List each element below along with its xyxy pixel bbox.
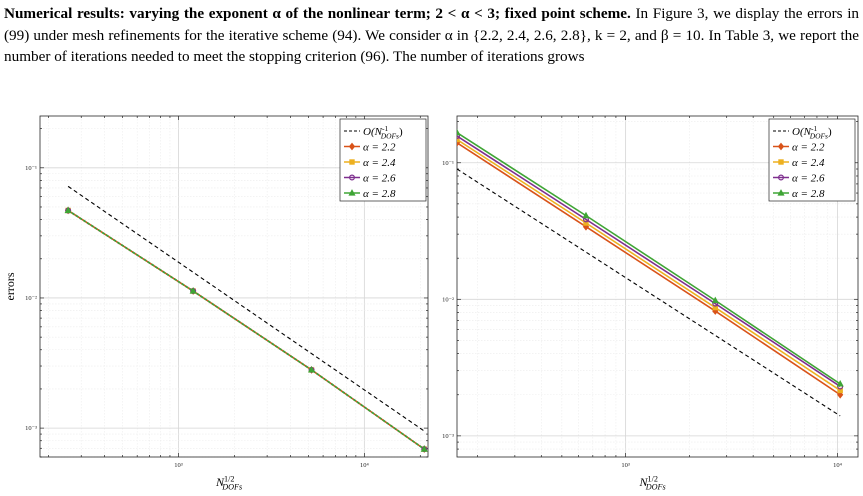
y-tick-label: 10⁻² — [442, 296, 454, 303]
legend-marker — [349, 159, 355, 165]
legend-label: α = 2.8 — [363, 188, 396, 200]
label-part: O(N — [792, 126, 812, 138]
label-part: 1/2 — [224, 474, 234, 483]
label-part: α = 2.6 — [363, 173, 396, 185]
legend-marker — [349, 174, 356, 181]
data-point — [457, 136, 460, 143]
legend-label: α = 2.2 — [792, 142, 825, 154]
series-line-alpha-3 — [457, 135, 841, 388]
legend: O(N-1 DOFs)α = 2.2α = 2.4α = 2.6α = 2.8 — [339, 118, 427, 202]
series-line-alpha-4 — [457, 132, 841, 385]
legend-marker — [777, 142, 785, 151]
data-point — [420, 445, 428, 452]
legend-marker — [778, 174, 785, 181]
legend-label: α = 2.4 — [363, 157, 396, 169]
label-part: 1/2 — [648, 474, 658, 483]
data-point — [457, 128, 461, 136]
series-line-alpha-2 — [457, 138, 841, 392]
series-line-reference — [457, 168, 841, 417]
y-tick-label: 10⁻³ — [25, 425, 37, 432]
label-part: N — [639, 475, 649, 489]
data-point — [64, 206, 72, 214]
label-part: DOFs — [380, 131, 399, 140]
label-part: N — [215, 475, 225, 489]
legend-marker — [348, 189, 356, 196]
data-point — [837, 387, 843, 394]
data-point — [582, 211, 590, 219]
data-point — [836, 379, 844, 387]
x-axis-label: N1/2 DOFs — [215, 474, 242, 491]
legend-label: α = 2.8 — [792, 188, 825, 200]
axes-box — [456, 115, 859, 458]
y-axis-label: errors — [3, 272, 17, 300]
label-part: DOFs — [809, 131, 828, 140]
legend-label: α = 2.6 — [363, 173, 396, 185]
label-part: -1 — [382, 124, 388, 133]
data-point — [837, 390, 844, 399]
label-part: ) — [828, 126, 832, 138]
x-tick-label: 10³ — [174, 462, 183, 469]
y-tick-label: 10⁻³ — [442, 433, 454, 440]
label-part: O(N — [363, 126, 383, 138]
series-line-reference — [67, 185, 425, 432]
legend-label: α = 2.4 — [792, 157, 825, 169]
label-part: DOFs — [645, 483, 666, 492]
label-part: ) — [399, 126, 403, 138]
data-point — [307, 365, 316, 373]
label-part: α = 2.2 — [792, 142, 825, 154]
series-layer — [64, 185, 428, 453]
y-tick-label: 10⁻¹ — [442, 160, 454, 167]
legend: O(N-1 DOFs)α = 2.2α = 2.4α = 2.6α = 2.8 — [768, 118, 856, 202]
axes-box — [39, 115, 429, 458]
label-part: α = 2.4 — [792, 157, 825, 169]
paragraph: Numerical results: varying the exponent … — [4, 3, 859, 68]
label-part: α = 2.2 — [363, 142, 396, 154]
legend-label: α = 2.2 — [363, 142, 396, 154]
x-axis-label: N1/2 DOFs — [639, 474, 666, 491]
label-part: α = 2.8 — [363, 188, 396, 200]
y-tick-label: 10⁻¹ — [25, 165, 37, 172]
legend-marker — [778, 159, 784, 165]
series-line-alpha-1 — [457, 142, 841, 396]
paragraph-body: In Figure 3, we display the errors in (9… — [4, 5, 860, 65]
legend-label: O(N-1 DOFs) — [792, 124, 832, 140]
label-part: α = 2.4 — [363, 157, 396, 169]
label-part: α = 2.6 — [792, 173, 825, 185]
label-part: -1 — [811, 124, 817, 133]
legend-label: O(N-1 DOFs) — [363, 124, 403, 140]
legend-label: α = 2.6 — [792, 173, 825, 185]
series-line-alpha-4 — [67, 209, 425, 450]
data-point — [189, 287, 197, 294]
data-point — [711, 296, 719, 304]
y-tick-label: 10⁻² — [25, 295, 37, 302]
data-point — [583, 220, 589, 226]
paragraph-heading: Numerical results: varying the exponent … — [4, 5, 631, 22]
x-tick-label: 10⁴ — [360, 462, 370, 469]
x-tick-label: 10³ — [621, 462, 630, 469]
legend-marker — [777, 189, 785, 196]
data-point — [712, 304, 718, 311]
legend-marker — [348, 142, 356, 151]
series-layer — [457, 128, 844, 417]
label-part: DOFs — [221, 483, 242, 492]
label-part: α = 2.8 — [792, 188, 825, 200]
x-tick-label: 10⁴ — [833, 462, 843, 469]
